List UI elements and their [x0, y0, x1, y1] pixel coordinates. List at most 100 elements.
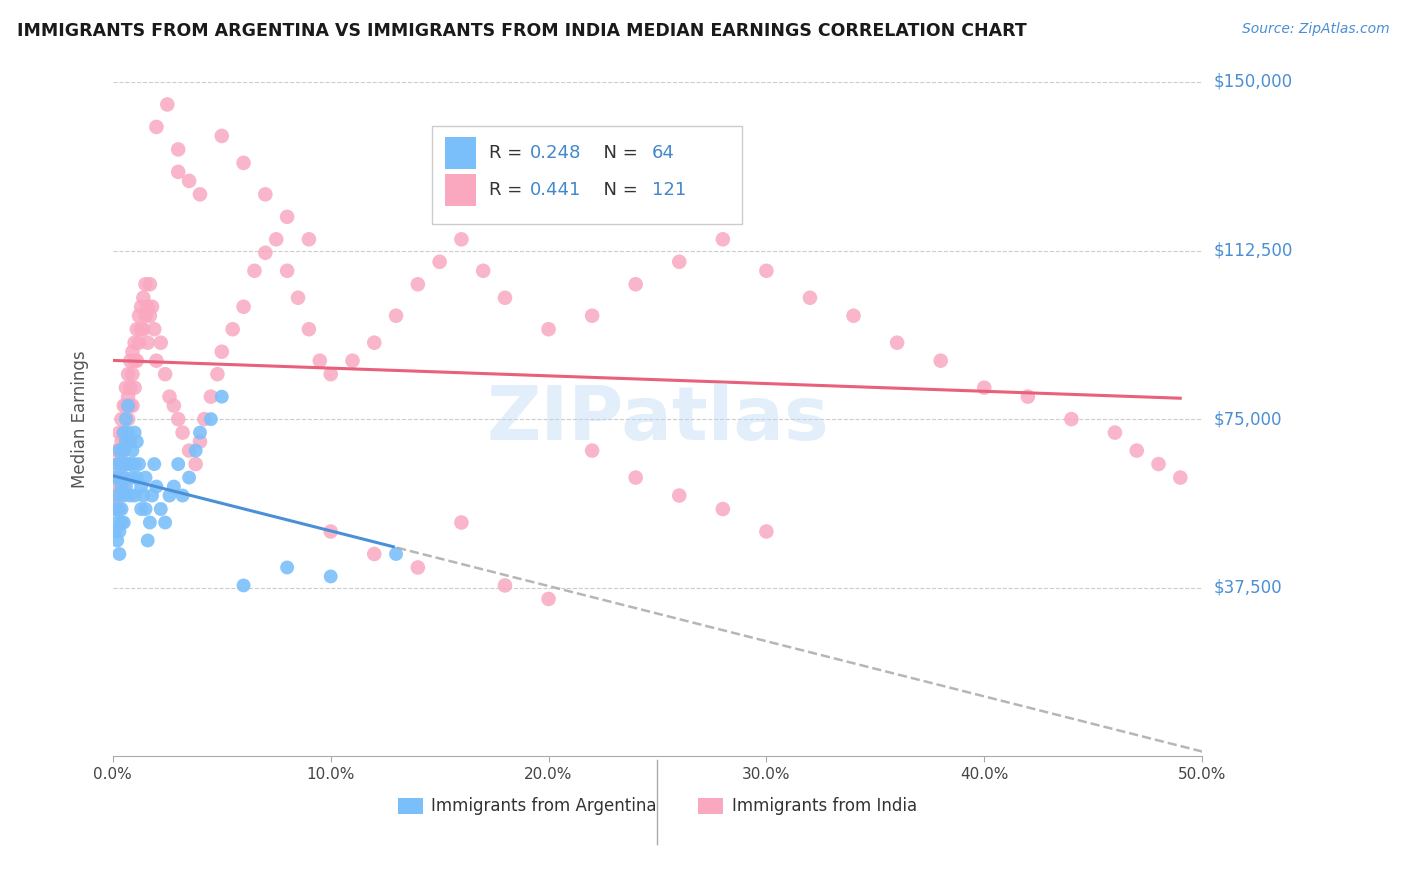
- Point: [135, 502, 157, 516]
- Point: [494, 291, 516, 305]
- Point: [145, 120, 167, 134]
- Point: [124, 335, 146, 350]
- Point: [232, 300, 254, 314]
- Point: [581, 309, 603, 323]
- Point: [128, 335, 150, 350]
- Point: [105, 443, 128, 458]
- Point: [112, 489, 135, 503]
- Point: [108, 489, 131, 503]
- Point: [842, 309, 865, 323]
- Point: [108, 470, 131, 484]
- Point: [207, 367, 229, 381]
- Point: [124, 457, 146, 471]
- Point: [132, 489, 155, 503]
- Point: [537, 322, 560, 336]
- Text: 0.248: 0.248: [530, 144, 582, 161]
- Point: [537, 591, 560, 606]
- Point: [145, 479, 167, 493]
- Point: [143, 322, 166, 336]
- Point: [319, 569, 342, 583]
- Text: 0.441: 0.441: [530, 181, 582, 199]
- Text: $37,500: $37,500: [1213, 579, 1282, 597]
- Point: [117, 425, 139, 440]
- Point: [105, 502, 128, 516]
- Point: [108, 425, 131, 440]
- Point: [104, 524, 127, 539]
- Point: [1125, 443, 1147, 458]
- Point: [117, 457, 139, 471]
- Point: [110, 412, 132, 426]
- Point: [429, 254, 451, 268]
- Point: [115, 412, 138, 426]
- Text: ZIPatlas: ZIPatlas: [486, 383, 828, 456]
- Point: [120, 381, 142, 395]
- Point: [149, 502, 172, 516]
- Point: [124, 489, 146, 503]
- Point: [115, 434, 138, 449]
- Point: [112, 516, 135, 530]
- Point: [319, 524, 342, 539]
- Point: [112, 425, 135, 440]
- Point: [172, 489, 194, 503]
- Point: [104, 470, 127, 484]
- Point: [110, 516, 132, 530]
- Point: [188, 425, 211, 440]
- Text: $75,000: $75,000: [1213, 410, 1282, 428]
- Point: [141, 489, 163, 503]
- Point: [163, 479, 186, 493]
- Point: [110, 479, 132, 493]
- Point: [124, 353, 146, 368]
- Point: [136, 335, 159, 350]
- Point: [276, 560, 298, 574]
- Point: [406, 277, 429, 292]
- Point: [886, 335, 908, 350]
- FancyBboxPatch shape: [446, 174, 475, 206]
- Point: [120, 457, 142, 471]
- Point: [110, 502, 132, 516]
- Point: [117, 399, 139, 413]
- Point: [264, 232, 287, 246]
- Point: [136, 300, 159, 314]
- Point: [115, 479, 138, 493]
- Point: [211, 390, 233, 404]
- Point: [177, 470, 200, 484]
- Point: [232, 156, 254, 170]
- Point: [105, 479, 128, 493]
- Point: [1147, 457, 1170, 471]
- Point: [139, 277, 162, 292]
- Point: [929, 353, 952, 368]
- Point: [200, 390, 222, 404]
- Point: [129, 479, 152, 493]
- Point: [141, 300, 163, 314]
- Point: [112, 470, 135, 484]
- Point: [188, 434, 211, 449]
- Point: [104, 502, 127, 516]
- Point: [108, 443, 131, 458]
- Point: [115, 434, 138, 449]
- Point: [450, 516, 472, 530]
- Point: [232, 578, 254, 592]
- Point: [108, 470, 131, 484]
- Text: IMMIGRANTS FROM ARGENTINA VS IMMIGRANTS FROM INDIA MEDIAN EARNINGS CORRELATION C: IMMIGRANTS FROM ARGENTINA VS IMMIGRANTS …: [17, 22, 1026, 40]
- Point: [120, 353, 142, 368]
- Point: [117, 412, 139, 426]
- Point: [711, 502, 734, 516]
- Point: [308, 353, 330, 368]
- Point: [135, 309, 157, 323]
- Point: [117, 390, 139, 404]
- Point: [145, 353, 167, 368]
- Point: [110, 457, 132, 471]
- Point: [143, 457, 166, 471]
- Point: [276, 264, 298, 278]
- Point: [298, 232, 321, 246]
- Text: 64: 64: [652, 144, 675, 161]
- Text: N =: N =: [592, 181, 644, 199]
- Point: [363, 335, 385, 350]
- Point: [385, 309, 408, 323]
- Point: [120, 399, 142, 413]
- Point: [624, 277, 647, 292]
- Point: [135, 470, 157, 484]
- Point: [132, 291, 155, 305]
- Point: [136, 533, 159, 548]
- Point: [117, 367, 139, 381]
